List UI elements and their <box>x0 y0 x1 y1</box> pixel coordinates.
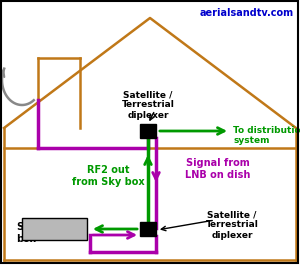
Text: Satellite /
Terrestrial
diplexer: Satellite / Terrestrial diplexer <box>206 210 258 240</box>
Text: Satellite /
Terrestrial
diplexer: Satellite / Terrestrial diplexer <box>122 90 174 120</box>
Text: Sky
box: Sky box <box>16 222 36 244</box>
Bar <box>140 124 156 138</box>
Text: aerialsandtv.com: aerialsandtv.com <box>200 8 294 18</box>
Text: RF2 out
from Sky box: RF2 out from Sky box <box>72 165 144 187</box>
Text: Signal from
LNB on dish: Signal from LNB on dish <box>185 158 251 180</box>
Text: To distribution
system: To distribution system <box>233 126 300 145</box>
Bar <box>140 222 156 236</box>
Bar <box>22 218 87 240</box>
